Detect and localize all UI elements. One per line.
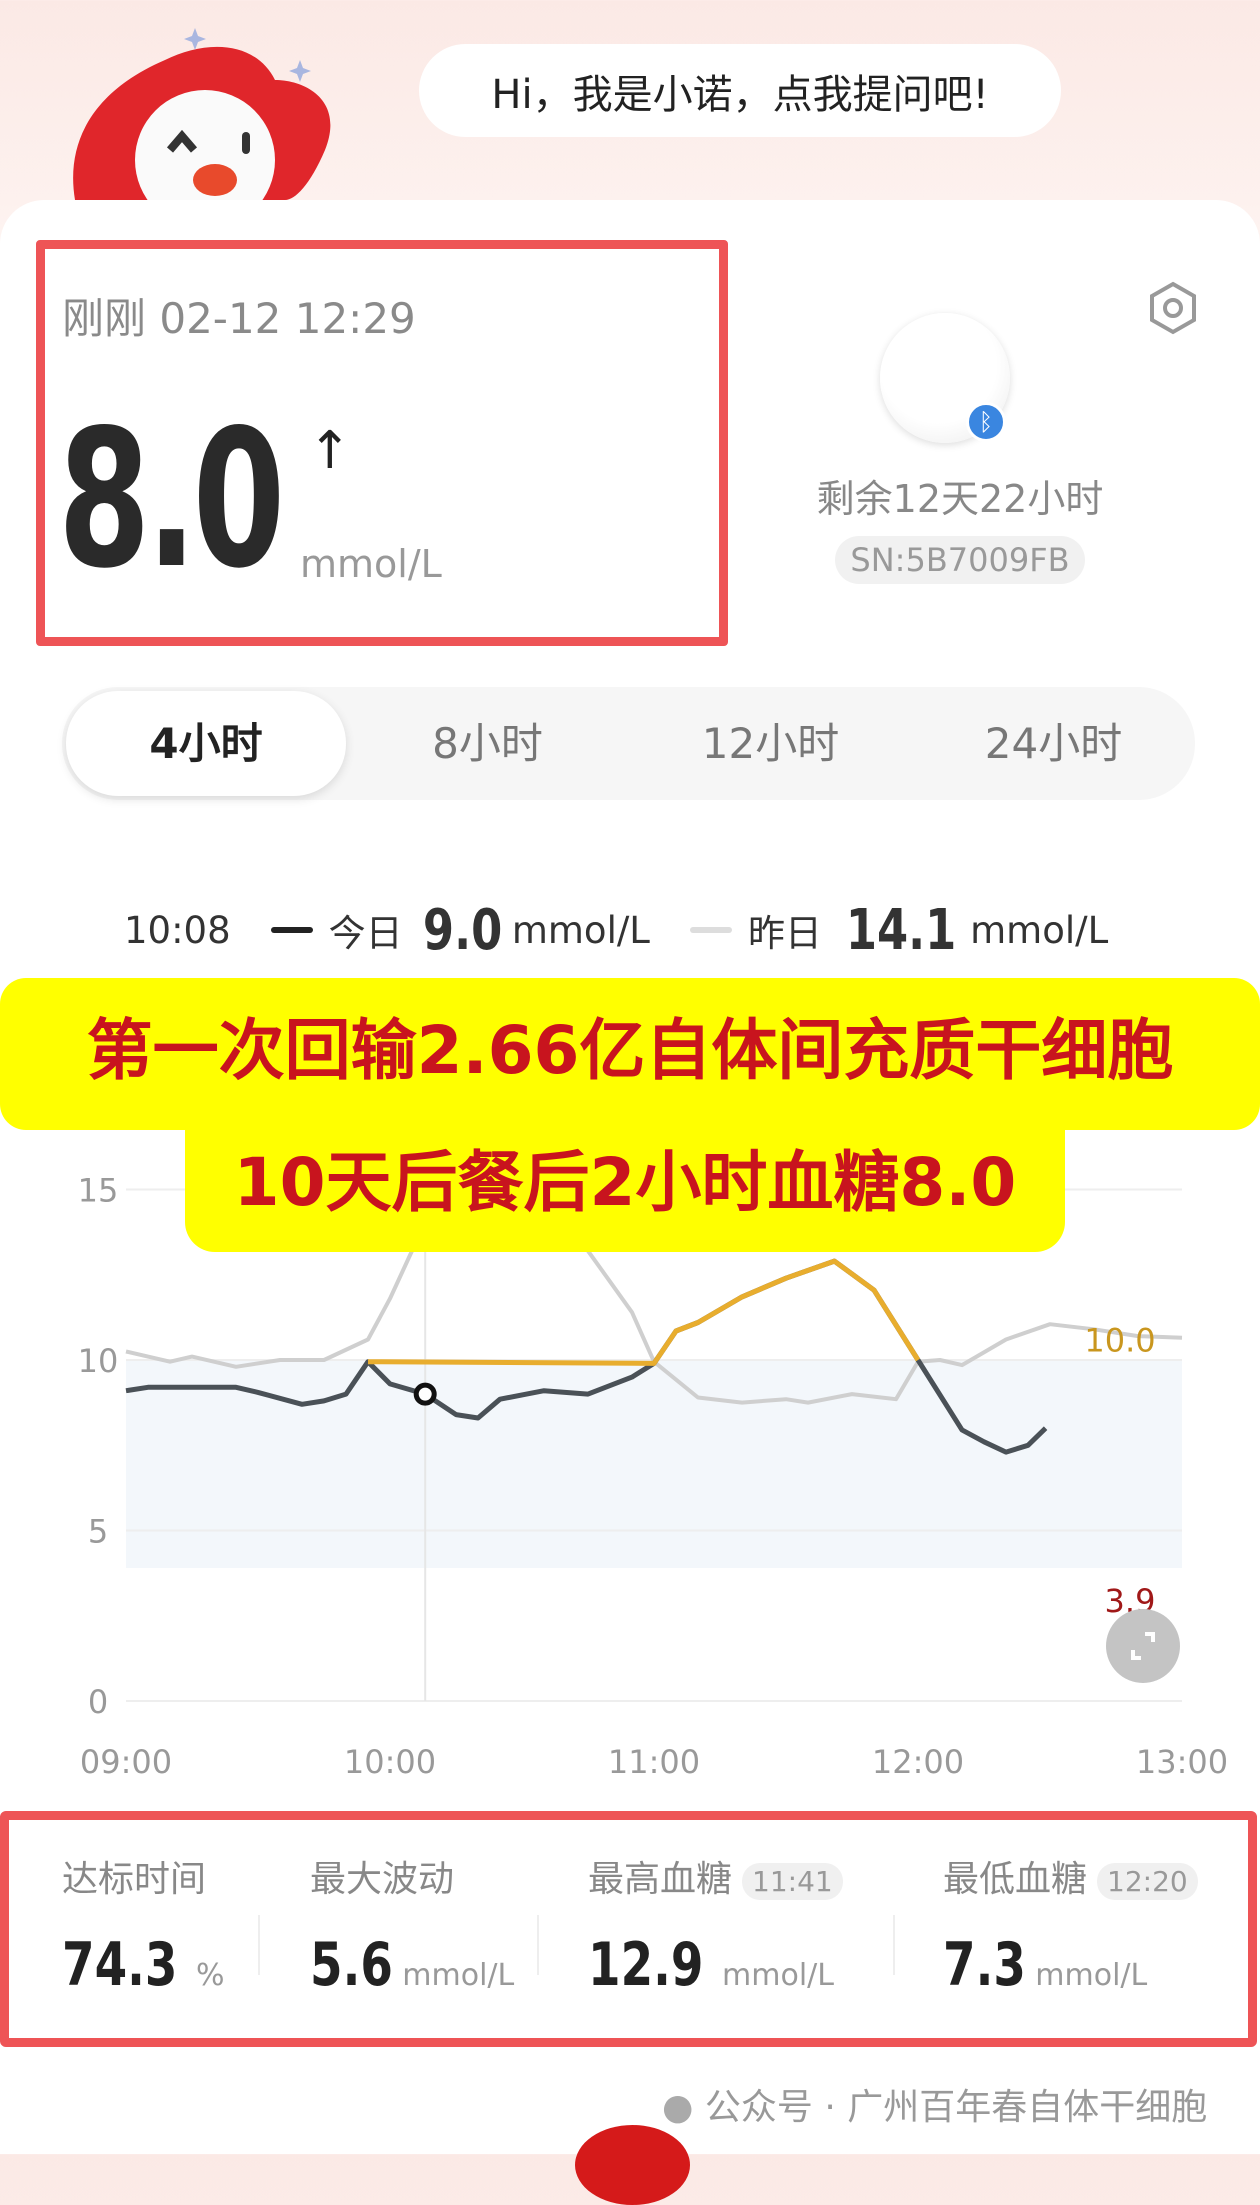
stat-value: 12.9 [588, 1930, 704, 2000]
glucose-unit: mmol/L [300, 542, 442, 586]
legend-today-unit: mmol/L [511, 908, 650, 952]
range-tabs: 4小时 8小时 12小时 24小时 [62, 687, 1195, 800]
divider [893, 1915, 895, 1975]
watermark-text: 公众号 · 广州百年春自体干细胞 [704, 2087, 1208, 2128]
y-tick-label: 0 [88, 1683, 108, 1721]
watermark: ● 公众号 · 广州百年春自体干细胞 [662, 2078, 1207, 2130]
stat-label: 最低血糖 [943, 1859, 1088, 1900]
x-tick-label: 10:00 [344, 1743, 436, 1781]
stat-in-range: 达标时间 74.3% [62, 1850, 225, 2000]
tab-8h[interactable]: 8小时 [432, 719, 543, 768]
stat-value: 7.3 [943, 1930, 1026, 2000]
stat-unit: mmol/L [722, 1958, 835, 1993]
x-tick-label: 09:00 [80, 1743, 172, 1781]
legend-today-label: 今日 [328, 912, 403, 955]
target-high-label: 10.0 [1084, 1322, 1155, 1360]
x-tick-label: 12:00 [872, 1743, 964, 1781]
glucose-value: 8.0 [58, 389, 285, 610]
legend-yesterday-label: 昨日 [747, 912, 822, 955]
mascot-icon[interactable] [55, 20, 365, 200]
stat-max-glucose: 最高血糖 11:41 12.9 mmol/L [588, 1850, 843, 2000]
stat-unit: mmol/L [402, 1958, 515, 1993]
caption-banner-2: 10天后餐后2小时血糖8.0 [185, 1100, 1065, 1252]
assistant-bubble[interactable]: Hi，我是小诺，点我提问吧! [419, 44, 1061, 137]
today-line [125, 1258, 1048, 1455]
reading-time: 刚刚 02-12 12:29 [62, 294, 416, 343]
divider [258, 1915, 260, 1975]
wechat-icon: ● [662, 2087, 694, 2128]
stat-unit: % [196, 1958, 225, 1993]
yesterday-line [125, 1160, 1183, 1405]
stat-label: 达标时间 [62, 1859, 207, 1900]
today-high-segment [367, 1258, 921, 1366]
settings-icon[interactable] [1145, 280, 1201, 336]
assistant-greeting: Hi，我是小诺，点我提问吧! [491, 71, 989, 118]
stat-time: 11:41 [742, 1862, 843, 1900]
stat-time: 12:20 [1097, 1862, 1198, 1900]
expand-icon [1131, 1632, 1155, 1660]
sensor-remaining: 剩余12天22小时 [816, 477, 1104, 521]
sensor-sn: SN:5B7009FB [835, 536, 1085, 584]
bottom-nav-button[interactable] [575, 2125, 690, 2205]
stat-max-fluctuation: 最大波动 5.6 mmol/L [310, 1850, 514, 2000]
trend-arrow-icon: ↑ [308, 421, 352, 481]
legend-time: 10:08 [124, 908, 231, 952]
tab-12h[interactable]: 12小时 [701, 719, 840, 768]
tab-4h[interactable]: 4小时 [66, 691, 346, 796]
x-tick-label: 13:00 [1136, 1743, 1228, 1781]
legend-yesterday-swatch [689, 927, 732, 933]
bluetooth-icon: ᛒ [966, 402, 1006, 442]
cursor-marker [413, 1382, 437, 1406]
stat-min-glucose: 最低血糖 12:20 7.3 mmol/L [943, 1850, 1198, 2000]
stat-label: 最高血糖 [588, 1859, 733, 1900]
stats-highlight-box [0, 1811, 1257, 2047]
stat-value: 5.6 [310, 1930, 393, 2000]
legend-yesterday-value: 14.1 [845, 897, 957, 963]
legend-yesterday-unit: mmol/L [970, 908, 1109, 952]
target-range-band [126, 1360, 1182, 1569]
y-tick-label: 10 [78, 1342, 119, 1380]
stat-value: 74.3 [62, 1930, 178, 2000]
divider [537, 1915, 539, 1975]
y-tick-label: 5 [88, 1513, 108, 1551]
stat-label: 最大波动 [310, 1859, 455, 1900]
tab-24h[interactable]: 24小时 [984, 719, 1123, 768]
legend-today-swatch [270, 927, 313, 933]
stat-unit: mmol/L [1035, 1958, 1148, 1993]
expand-button[interactable] [1106, 1609, 1180, 1683]
legend-today-value: 9.0 [422, 897, 502, 963]
chart-legend: 10:08 今日 9.0 mmol/L 昨日 14.1 mmol/L [124, 897, 1109, 963]
y-tick-label: 15 [78, 1172, 119, 1210]
x-tick-label: 11:00 [608, 1743, 700, 1781]
highlight-box [36, 240, 728, 646]
